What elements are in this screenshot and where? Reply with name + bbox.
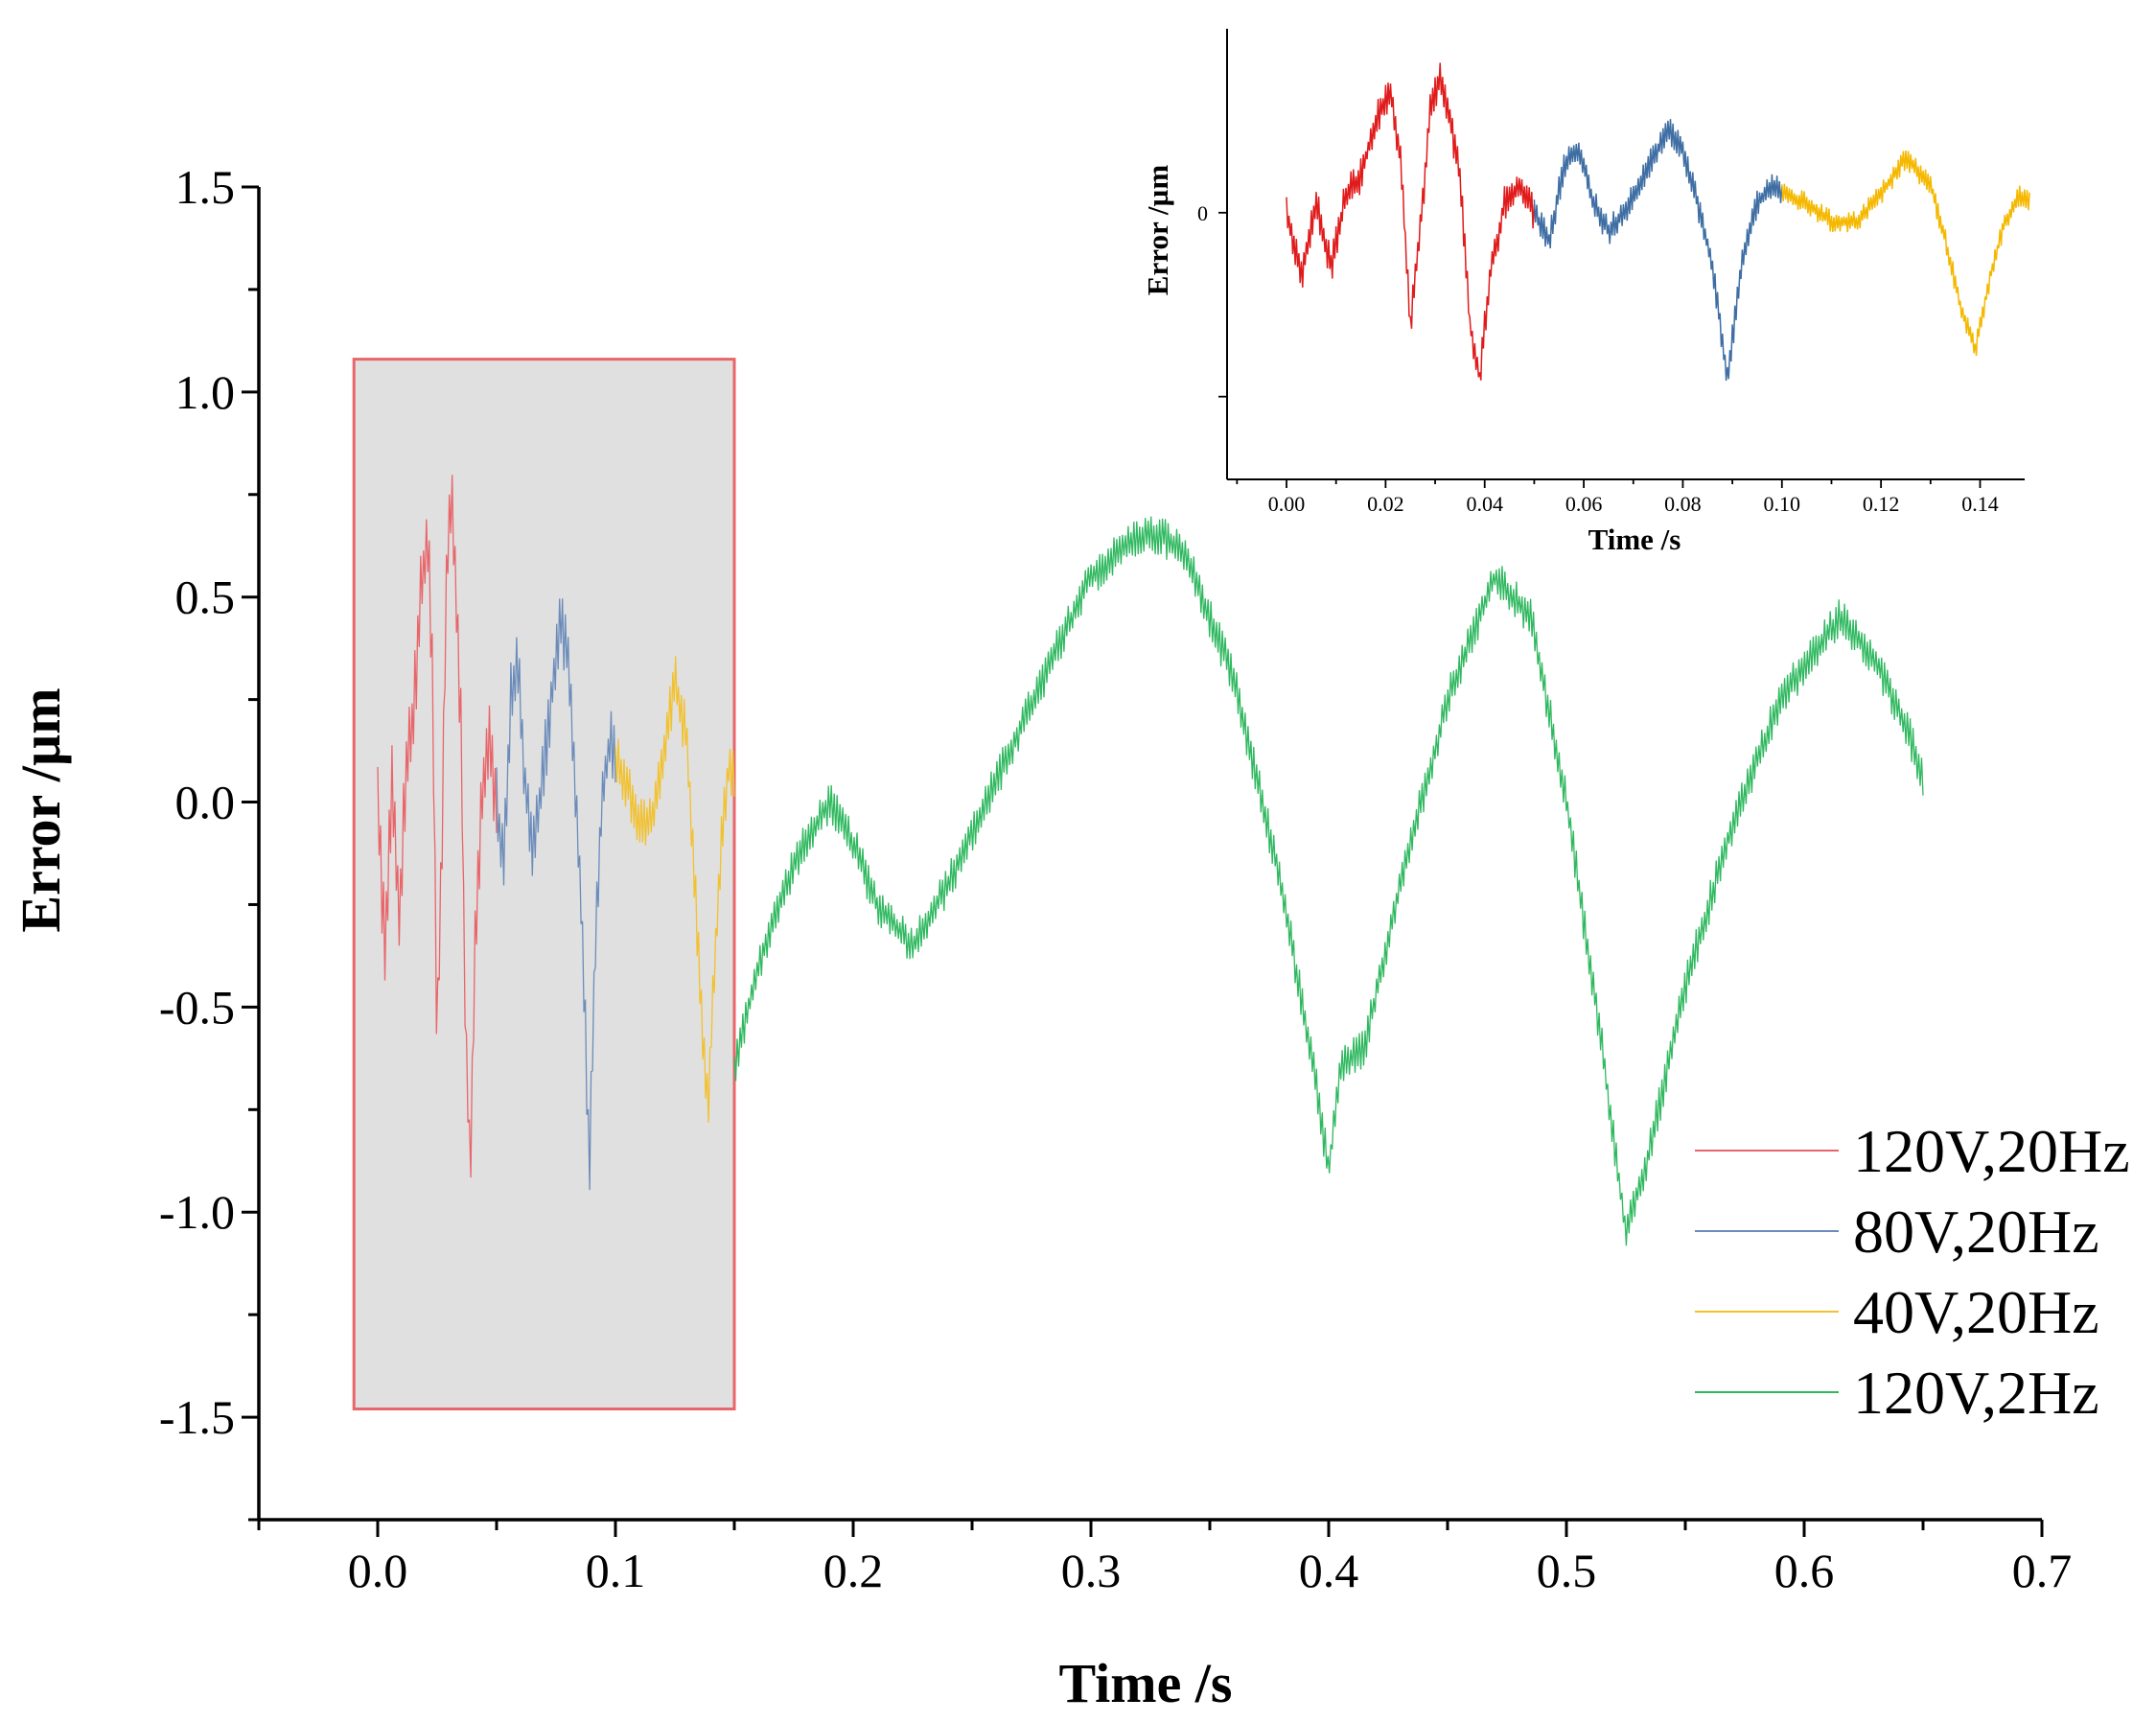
series-line-4 bbox=[733, 516, 1924, 1246]
inset-x-axis-label: Time /s bbox=[1588, 523, 1681, 556]
y-tick-label: -1.5 bbox=[159, 1390, 235, 1444]
inset-x-tick-label: 0.14 bbox=[1961, 492, 1999, 516]
x-tick-label: 0.4 bbox=[1299, 1544, 1359, 1597]
inset-series-line-1 bbox=[1286, 62, 1536, 381]
y-tick-label: 0.0 bbox=[175, 776, 236, 829]
inset-x-tick-label: 0.06 bbox=[1565, 492, 1603, 516]
inset-x-tick-label: 0.00 bbox=[1268, 492, 1306, 516]
main-axes bbox=[257, 187, 2042, 1522]
inset-x-tick-label: 0.02 bbox=[1367, 492, 1404, 516]
inset-y-ticks: 0 bbox=[1197, 201, 1227, 398]
x-tick-label: 0.1 bbox=[586, 1544, 646, 1597]
x-tick-label: 0.7 bbox=[2012, 1544, 2073, 1597]
inset-y-axis-label: Error /µm bbox=[1141, 165, 1174, 296]
legend: 120V,20Hz 80V,20Hz 40V,20Hz 120V,2Hz bbox=[1695, 1117, 2130, 1427]
inset-series-line-2 bbox=[1533, 119, 1783, 382]
legend-label: 80V,20Hz bbox=[1853, 1198, 2099, 1266]
inset-y-tick-label: 0 bbox=[1197, 201, 1208, 225]
x-tick-label: 0.6 bbox=[1774, 1544, 1835, 1597]
y-tick-label: 1.5 bbox=[175, 160, 236, 214]
series-line-3 bbox=[614, 656, 735, 1124]
highlight-region bbox=[352, 358, 736, 1411]
main-chart: 0.0 0.1 0.2 0.3 0.4 0.5 0.6 0.7 -1.5 -1.0 -0.5 0.0… bbox=[10, 160, 2130, 1714]
legend-label: 120V,2Hz bbox=[1853, 1359, 2099, 1427]
main-x-ticks: 0.0 0.1 0.2 0.3 0.4 0.5 0.6 0.7 bbox=[257, 1520, 2073, 1597]
y-tick-label: -0.5 bbox=[159, 980, 235, 1034]
inset-series-group bbox=[1286, 62, 2030, 382]
series-line-2 bbox=[496, 598, 616, 1191]
inset-x-tick-label: 0.12 bbox=[1863, 492, 1900, 516]
inset-x-tick-label: 0.08 bbox=[1664, 492, 1702, 516]
legend-label: 40V,20Hz bbox=[1853, 1278, 2099, 1346]
main-y-ticks: -1.5 -1.0 -0.5 0.0 0.5 1.0 1.5 bbox=[159, 160, 259, 1522]
series-line-1 bbox=[377, 475, 498, 1178]
inset-series-line-3 bbox=[1781, 151, 2030, 357]
y-tick-label: 1.0 bbox=[175, 365, 236, 419]
x-tick-label: 0.3 bbox=[1061, 1544, 1122, 1597]
inset-chart: 0.00 0.02 0.04 0.06 0.08 0.10 0.12 0.14 0 Time … bbox=[1141, 29, 2030, 556]
legend-label: 120V,20Hz bbox=[1853, 1117, 2130, 1185]
x-tick-label: 0.0 bbox=[348, 1544, 408, 1597]
x-axis-label: Time /s bbox=[1059, 1652, 1233, 1714]
main-series-group bbox=[377, 475, 1924, 1246]
inset-x-tick-label: 0.10 bbox=[1764, 492, 1801, 516]
inset-x-ticks: 0.00 0.02 0.04 0.06 0.08 0.10 0.12 0.14 bbox=[1236, 479, 1999, 516]
x-tick-label: 0.5 bbox=[1537, 1544, 1597, 1597]
x-tick-label: 0.2 bbox=[823, 1544, 884, 1597]
inset-axes bbox=[1226, 29, 2025, 480]
y-tick-label: -1.0 bbox=[159, 1185, 235, 1239]
y-axis-label: Error /µm bbox=[10, 687, 72, 932]
y-tick-label: 0.5 bbox=[175, 570, 236, 624]
inset-x-tick-label: 0.04 bbox=[1466, 492, 1503, 516]
